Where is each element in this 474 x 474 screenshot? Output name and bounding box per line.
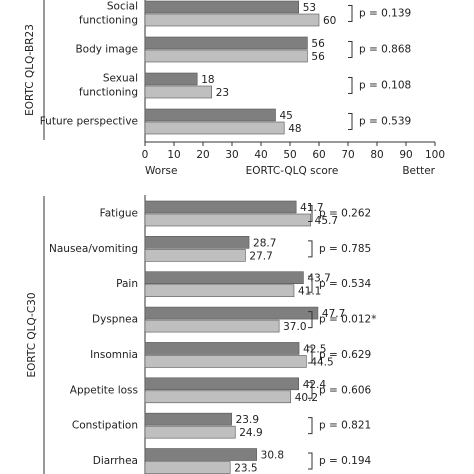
value-label: 45.7 — [315, 215, 338, 227]
x-axis-label: EORTC-QLQ score — [246, 165, 339, 177]
bar — [144, 412, 232, 426]
bar — [144, 271, 304, 285]
bar — [144, 377, 299, 391]
p-value: p = 0.194 — [319, 455, 372, 467]
p-value: p = 0.785 — [319, 243, 371, 255]
bar — [144, 448, 257, 461]
bar — [144, 236, 250, 249]
group-title: EORTC QLQ-C30 — [26, 292, 38, 377]
value-label: 43.7 — [307, 273, 330, 285]
p-value: p = 0.139 — [359, 8, 411, 20]
value-label: 27.7 — [249, 250, 272, 262]
category-label: Nausea/vomiting — [49, 243, 138, 255]
x-tick-label: 80 — [370, 149, 383, 161]
category-label: Insomnia — [90, 349, 138, 361]
p-bracket — [308, 381, 313, 399]
p-bracket — [308, 205, 313, 222]
x-tick-label: 20 — [196, 149, 209, 161]
x-tick-label: 60 — [312, 149, 325, 161]
value-label: 23.9 — [236, 414, 259, 426]
value-label: 24.9 — [239, 427, 262, 439]
p-value: p = 0.534 — [319, 278, 372, 290]
p-bracket — [348, 77, 353, 94]
bar — [144, 36, 308, 50]
value-label: 56 — [311, 51, 325, 63]
p-value: p = 0.629 — [319, 349, 371, 361]
category-label: Future perspective — [40, 116, 138, 128]
value-label: 23.5 — [234, 463, 257, 474]
bar — [144, 306, 319, 320]
bar — [144, 72, 198, 86]
bar — [144, 213, 311, 227]
p-value: p = 0.606 — [319, 384, 372, 396]
axis-note: Worse — [145, 165, 177, 177]
x-tick-label: 30 — [225, 149, 238, 161]
x-tick-label: 100 — [425, 149, 445, 161]
p-bracket — [308, 452, 313, 470]
p-bracket — [308, 346, 313, 364]
value-label: 18 — [201, 74, 214, 86]
category-label: Constipation — [72, 420, 138, 432]
p-bracket — [348, 113, 353, 130]
category-label: Dyspnea — [92, 314, 138, 326]
bar — [144, 390, 292, 404]
p-bracket — [348, 41, 353, 58]
bar — [144, 200, 297, 214]
value-label: 44.5 — [310, 356, 333, 368]
bar — [144, 108, 276, 122]
x-tick-label: 10 — [167, 149, 180, 161]
category-label: Pain — [116, 278, 138, 290]
value-label: 23 — [216, 87, 229, 99]
category-label: Fatigue — [100, 208, 138, 220]
p-value: p = 0.539 — [359, 116, 411, 128]
x-tick-label: 90 — [399, 149, 412, 161]
p-value: p = 0.821 — [319, 420, 371, 432]
value-label: 48 — [288, 123, 301, 135]
bar — [144, 425, 236, 439]
p-bracket — [308, 311, 313, 329]
bar — [144, 49, 308, 63]
value-label: 37.0 — [283, 321, 306, 333]
p-value: p = 0.262 — [319, 208, 371, 220]
bar — [144, 284, 295, 298]
bar — [144, 342, 300, 355]
p-value: p = 0.868 — [359, 44, 411, 56]
p-bracket — [308, 240, 313, 258]
bar — [144, 121, 285, 135]
bar — [144, 461, 231, 474]
group-title: EORTC QLQ-BR23 — [24, 24, 36, 116]
bar — [144, 0, 299, 14]
p-bracket — [308, 275, 313, 293]
category-label: Appetite loss — [70, 384, 138, 396]
x-tick-label: 40 — [254, 149, 267, 161]
bar — [144, 249, 246, 262]
p-bracket — [308, 417, 313, 435]
value-label: 40.2 — [295, 392, 318, 404]
p-bracket — [348, 5, 353, 22]
x-tick-label: 50 — [283, 149, 296, 161]
x-tick-label: 0 — [142, 149, 149, 161]
value-label: 30.8 — [261, 450, 284, 462]
category-label: Diarrhea — [93, 455, 138, 467]
value-label: 60 — [323, 15, 336, 27]
category-label: Sexual functioning — [76, 73, 138, 99]
x-tick-label: 70 — [341, 149, 354, 161]
value-label: 47.7 — [322, 308, 345, 320]
bar — [144, 85, 212, 99]
value-label: 28.7 — [253, 237, 276, 249]
bar — [144, 355, 307, 368]
category-label: Body image — [75, 44, 138, 56]
bar — [144, 13, 320, 27]
category-label: Social functioning — [76, 1, 138, 27]
value-label: 45 — [280, 110, 293, 122]
axis-note: Better — [402, 165, 435, 177]
bar — [144, 319, 280, 333]
p-value: p = 0.012* — [319, 314, 376, 326]
p-value: p = 0.108 — [359, 80, 411, 92]
value-label: 56 — [311, 38, 325, 50]
value-label: 53 — [303, 2, 316, 14]
